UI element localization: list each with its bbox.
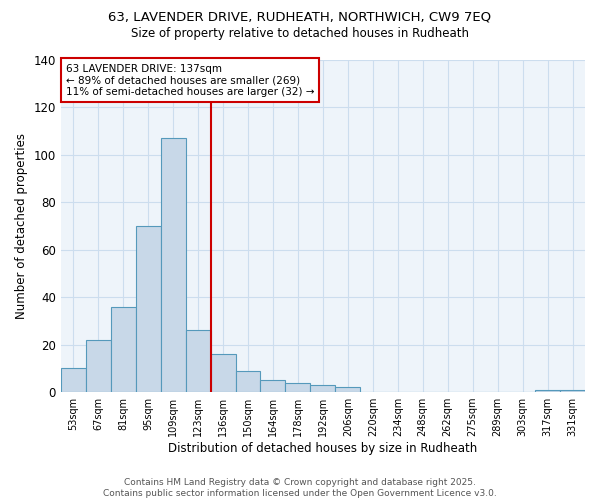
Bar [560, 390, 585, 392]
Bar [111, 306, 136, 392]
Bar [136, 226, 161, 392]
Text: Contains HM Land Registry data © Crown copyright and database right 2025.
Contai: Contains HM Land Registry data © Crown c… [103, 478, 497, 498]
Y-axis label: Number of detached properties: Number of detached properties [15, 133, 28, 319]
Bar [335, 388, 361, 392]
Bar [211, 354, 236, 392]
Bar [185, 330, 211, 392]
X-axis label: Distribution of detached houses by size in Rudheath: Distribution of detached houses by size … [168, 442, 478, 455]
Bar [161, 138, 185, 392]
Bar [286, 382, 310, 392]
Bar [260, 380, 286, 392]
Bar [310, 385, 335, 392]
Bar [535, 390, 560, 392]
Bar [236, 370, 260, 392]
Text: 63, LAVENDER DRIVE, RUDHEATH, NORTHWICH, CW9 7EQ: 63, LAVENDER DRIVE, RUDHEATH, NORTHWICH,… [109, 10, 491, 23]
Text: Size of property relative to detached houses in Rudheath: Size of property relative to detached ho… [131, 28, 469, 40]
Bar [86, 340, 111, 392]
Text: 63 LAVENDER DRIVE: 137sqm
← 89% of detached houses are smaller (269)
11% of semi: 63 LAVENDER DRIVE: 137sqm ← 89% of detac… [66, 64, 314, 97]
Bar [61, 368, 86, 392]
